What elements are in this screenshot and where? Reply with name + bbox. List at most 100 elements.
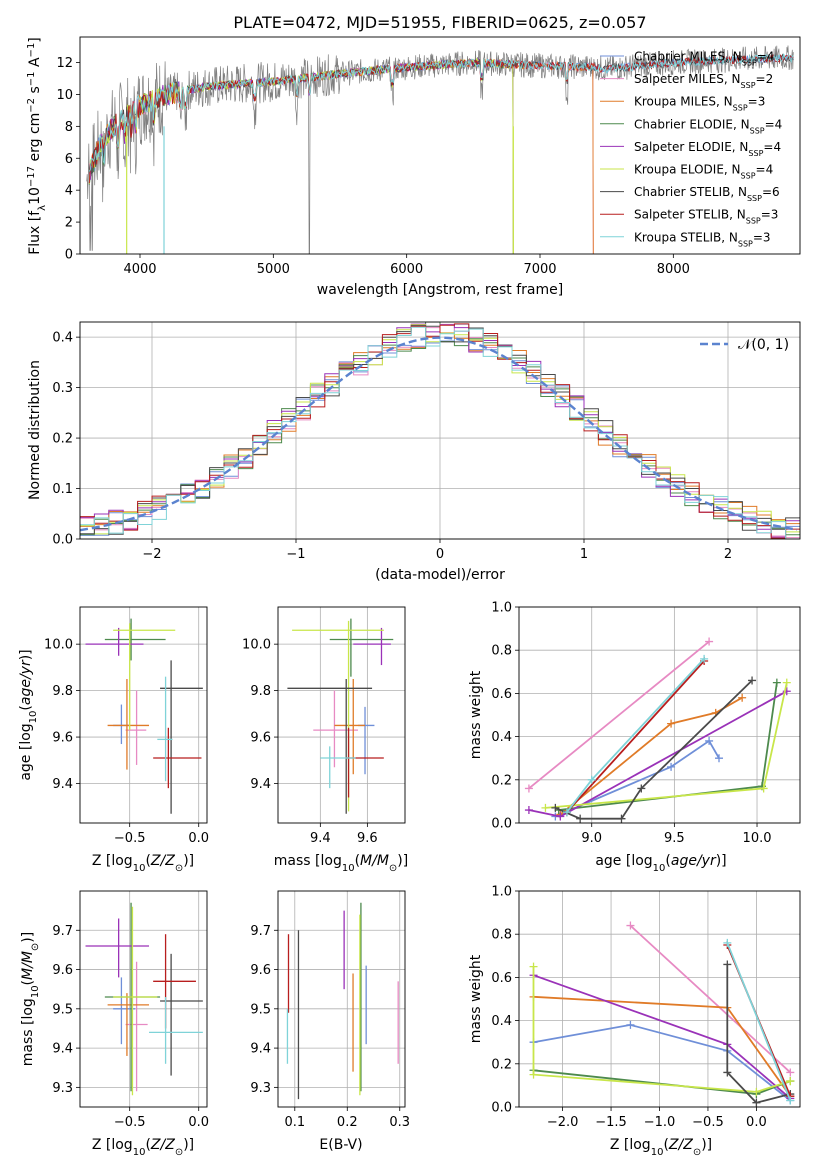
axes-frame [518,890,801,1108]
axes-frame [277,606,406,824]
tick-label-x: 0.0 [746,1115,767,1130]
series-salpeter-stelib [566,660,705,813]
axes-z-mass: −0.5 0.0 9.3 9.4 9.5 9.6 9.7 Z [log10(Z/Z⊙)] mas… [20,890,209,1158]
axes-frame [79,606,208,824]
y-axis-label: Normed distribution [27,360,43,500]
legend-label-chabrier-elodie: Chabrier ELODIE, NSSP=4 [634,117,782,135]
marker-salpeter-miles [705,637,714,646]
series-chabrier-miles [533,1023,791,1102]
marker-kroupa-elodie [759,784,768,793]
series-salpeter-miles [629,924,791,1074]
series-kroupa-miles [559,696,743,816]
tick-label-x: 5000 [257,262,290,277]
marker-chabrier-stelib [723,1068,732,1077]
y-axis-label: mass weight [468,670,484,759]
tick-label-y: 9.6 [52,731,73,746]
tick-label-y: 0.6 [491,971,512,986]
tick-label-x: −0.5 [692,1115,724,1130]
tick-label-y: 0.0 [491,817,512,832]
tick-label-y: 0.2 [491,773,512,788]
tick-label-y: 4 [65,184,73,199]
tick-label-x: −1.0 [644,1115,676,1130]
marker-kroupa-stelib [786,1096,795,1105]
tick-label-y: 0.6 [491,687,512,702]
tick-label-x: −0.5 [114,831,146,846]
tick-label-y: 9.3 [52,1081,73,1096]
marker-chabrier-stelib [723,960,732,969]
axes-frame [79,321,801,540]
marker-chabrier-stelib [551,803,560,812]
tick-label-x: 0.0 [188,831,209,846]
x-axis-label: age [log10(age/yr)] [595,853,726,874]
y-axis-label: mass weight [468,954,484,1043]
marker-kroupa-elodie [752,1087,761,1096]
axes-age-weight: 9.0 9.5 10.0 0.0 0.2 0.4 0.6 0.8 1.0 age [log10(a… [468,601,801,874]
marker-chabrier-stelib [752,1098,761,1107]
tick-label-y: 6 [65,152,73,167]
tick-label-x: 8000 [657,262,690,277]
tick-label-y: 0.4 [491,730,512,745]
tick-label-y: 2 [65,216,73,231]
tick-label-x: 0.0 [188,1115,209,1130]
plot-area-age-weight [524,637,791,823]
legend-label-salpeter-stelib: Salpeter STELIB, NSSP=3 [634,208,778,226]
tick-label-x: 9.4 [310,831,331,846]
tick-label-y: 0.4 [52,331,73,346]
tick-label-y: 0.8 [491,644,512,659]
plot-area-z-age [85,618,203,814]
tick-label-y: 10 [56,88,73,103]
tick-label-y: 1.0 [491,885,512,900]
tick-label-x: 9.0 [581,831,602,846]
axes-z-weight: −2.0 −1.5 −1.0 −0.5 0.0 0.0 0.2 0.4 0.6 0.8 1.0 Z [… [468,885,801,1158]
tick-label-y: 9.5 [250,1002,271,1017]
tick-label-y: 9.8 [250,684,271,699]
series-chabrier-elodie [533,1069,791,1095]
plot-area-z-mass [85,902,203,1096]
marker-salpeter-elodie [524,806,533,815]
marker-chabrier-stelib [637,784,646,793]
tick-label-x: 0.1 [284,1115,305,1130]
x-axis-label: Z [log10(Z/Z⊙)] [610,1137,712,1158]
tick-label-y: 0.2 [491,1057,512,1072]
plot-area-spectrum [86,45,794,254]
marker-kroupa-miles [738,693,747,702]
marker-kroupa-miles [667,719,676,728]
tick-label-x: −1 [286,547,305,562]
y-axis-label: Flux [fλ10−17 erg cm−2 s−1 A−1] [26,37,48,255]
marker-chabrier-miles [715,754,724,763]
tick-label-y: 9.8 [52,684,73,699]
axes-frame [277,890,406,1108]
tick-label-y: 9.5 [52,1002,73,1017]
tick-label-y: 9.6 [250,963,271,978]
x-axis-label: Z [log10(Z/Z⊙)] [92,1137,194,1158]
figure-title: PLATE=0472, MJD=51955, FIBERID=0625, z=0… [233,13,646,32]
tick-label-x: 0.3 [389,1115,410,1130]
tick-label-y: 9.6 [52,963,73,978]
tick-label-y: 9.4 [250,777,271,792]
tick-label-y: 9.4 [250,1042,271,1057]
tick-label-y: 1.0 [491,601,512,616]
plot-area-mass-age [287,618,394,814]
marker-salpeter-miles [786,1068,795,1077]
tick-label-y: 0.2 [52,432,73,447]
x-axis-label: E(B-V) [319,1137,362,1153]
legend-label-chabrier-miles: Chabrier MILES, NSSP=4 [634,50,774,68]
tick-label-y: 9.4 [52,777,73,792]
tick-label-x: 6000 [390,262,423,277]
marker-kroupa-elodie [786,1077,795,1086]
legend-label-kroupa-elodie: Kroupa ELODIE, NSSP=4 [634,163,773,181]
marker-kroupa-elodie [529,1070,538,1079]
model-spectrum-kroupa-stelib [88,52,794,172]
plot-area-z-weight [529,921,795,1107]
series-salpeter-miles [528,640,710,790]
axes-residuals: −2 −1 0 1 2 0.0 0.1 0.2 0.3 0.4 𝒩(0, 1) (data-model… [27,321,801,583]
legend-label-salpeter-elodie: Salpeter ELODIE, NSSP=4 [634,140,781,158]
marker-chabrier-stelib [617,814,626,823]
tick-label-y: 10.0 [242,638,271,653]
marker-chabrier-stelib [748,676,757,685]
tick-label-y: 0.0 [52,533,73,548]
x-axis-label: Z [log10(Z/Z⊙)] [92,853,194,874]
legend-label-salpeter-miles: Salpeter MILES, NSSP=2 [634,72,773,90]
